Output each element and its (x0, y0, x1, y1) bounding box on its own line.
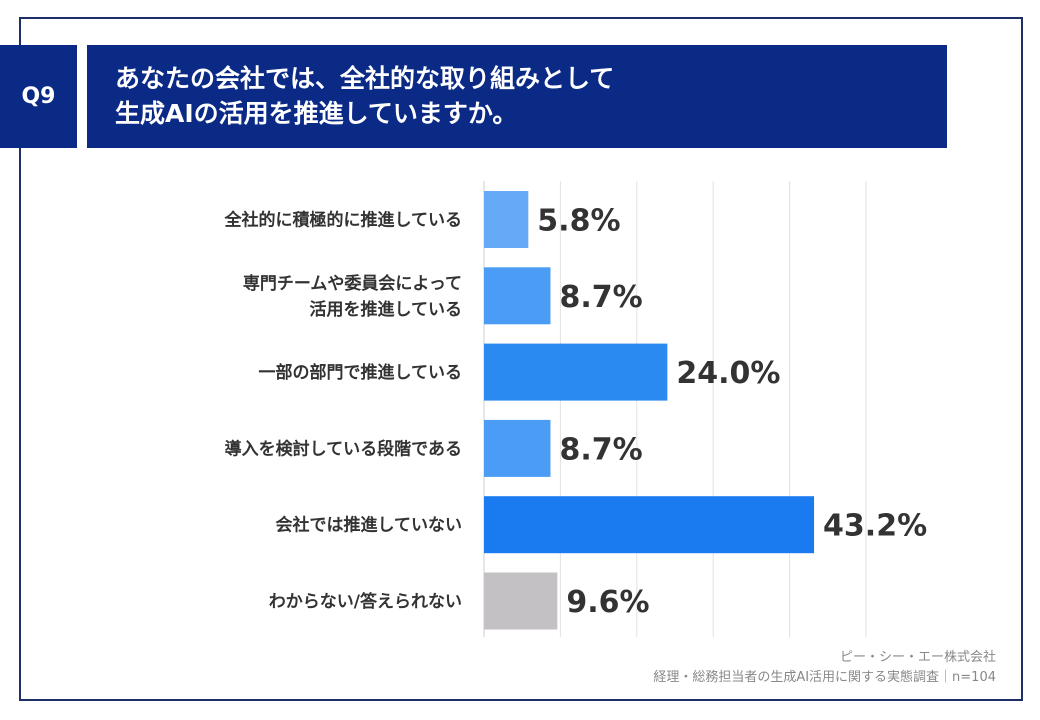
data-label: 8.7% (559, 432, 642, 467)
category-label: 活用を推進している (310, 299, 463, 320)
data-label: 43.2% (823, 509, 927, 544)
data-label: 9.6% (566, 585, 649, 620)
bar (484, 343, 668, 401)
category-label: 専門チームや委員会によって (243, 273, 462, 294)
title-line-1: あなたの会社では、全社的な取り組みとして (115, 64, 615, 93)
data-label: 8.7% (559, 280, 642, 315)
bar (484, 572, 558, 630)
footer-company: ピー・シー・エー株式会社 (839, 650, 996, 665)
chart-title: あなたの会社では、全社的な取り組みとして 生成AIの活用を推進していますか。 (87, 45, 947, 148)
category-label: 一部の部門で推進している (259, 362, 463, 383)
data-label: 24.0% (676, 356, 780, 391)
question-tag: Q9 (0, 45, 77, 148)
data-label: 5.8% (537, 204, 620, 239)
bar (484, 496, 815, 554)
category-label: 導入を検討している段階である (225, 438, 462, 459)
category-label: 全社的に積極的に推進している (224, 210, 463, 231)
bar (484, 191, 529, 248)
bar (484, 419, 551, 477)
category-label: わからない/答えられない (269, 591, 462, 612)
title-line-2: 生成AIの活用を推進していますか。 (115, 99, 518, 128)
footer-survey: 経理・総務担当者の生成AI活用に関する実態調査｜n=104 (653, 670, 996, 685)
bar (484, 267, 551, 325)
category-label: 会社では推進していない (276, 515, 463, 536)
